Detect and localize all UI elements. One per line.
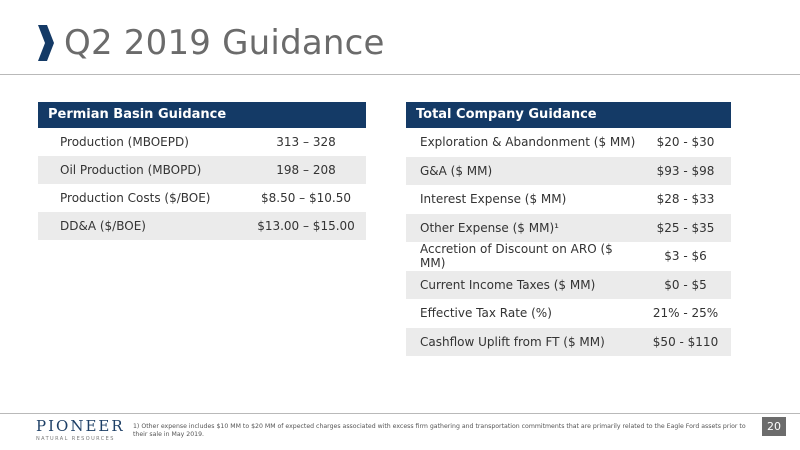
row-label: Other Expense ($ MM)¹ xyxy=(420,220,559,235)
row-label: Cashflow Uplift from FT ($ MM) xyxy=(420,334,605,349)
row-label: Production (MBOEPD) xyxy=(60,135,189,149)
chevron-right-icon xyxy=(38,25,54,61)
row-label: Current Income Taxes ($ MM) xyxy=(420,277,596,292)
row-value: 313 – 328 xyxy=(276,135,336,149)
row-label: Oil Production (MBOPD) xyxy=(60,163,202,177)
table-row: G&A ($ MM) $93 - $98 xyxy=(406,156,731,185)
total-company-guidance-table: Total Company Guidance Exploration & Aba… xyxy=(406,102,731,356)
row-label: Production Costs ($/BOE) xyxy=(60,191,211,205)
row-label: G&A ($ MM) xyxy=(420,163,493,178)
table-row: Accretion of Discount on ARO ($ MM) $3 -… xyxy=(406,242,731,271)
row-value: $20 - $30 xyxy=(656,135,715,150)
table-row: Exploration & Abandonment ($ MM) $20 - $… xyxy=(406,128,731,157)
page-number-badge: 20 xyxy=(762,417,786,436)
table-row: Effective Tax Rate (%) 21% - 25% xyxy=(406,299,731,328)
row-value: $93 - $98 xyxy=(656,163,715,178)
row-value: $50 - $110 xyxy=(652,334,719,349)
row-value: 21% - 25% xyxy=(652,306,719,321)
page-title: Q2 2019 Guidance xyxy=(64,23,385,63)
total-table-header: Total Company Guidance xyxy=(406,102,731,128)
footnote: 1) Other expense includes $10 MM to $20 … xyxy=(133,423,746,438)
table-row: Cashflow Uplift from FT ($ MM) $50 - $11… xyxy=(406,327,731,356)
company-logo: PIONEER NATURAL RESOURCES xyxy=(36,417,125,443)
table-row: Production (MBOEPD) 313 – 328 xyxy=(38,128,366,156)
row-label: Effective Tax Rate (%) xyxy=(420,306,552,321)
footer-divider xyxy=(0,413,800,414)
header-divider xyxy=(0,74,800,75)
row-label: Exploration & Abandonment ($ MM) xyxy=(420,135,636,150)
row-label: Interest Expense ($ MM) xyxy=(420,192,567,207)
row-label: Accretion of Discount on ARO ($ MM) xyxy=(420,242,613,271)
table-row: Production Costs ($/BOE) $8.50 – $10.50 xyxy=(38,184,366,212)
table-row: DD&A ($/BOE) $13.00 – $15.00 xyxy=(38,212,366,240)
row-value: $0 - $5 xyxy=(664,277,707,292)
row-value: $28 - $33 xyxy=(656,192,715,207)
row-value: 198 – 208 xyxy=(276,163,336,177)
table-row: Other Expense ($ MM)¹ $25 - $35 xyxy=(406,213,731,242)
row-value: $13.00 – $15.00 xyxy=(257,219,355,233)
row-value: $25 - $35 xyxy=(656,220,715,235)
table-row: Interest Expense ($ MM) $28 - $33 xyxy=(406,185,731,214)
slide-title-area: Q2 2019 Guidance xyxy=(34,18,385,68)
logo-tagline: NATURAL RESOURCES xyxy=(36,436,115,442)
table-row: Oil Production (MBOPD) 198 – 208 xyxy=(38,156,366,184)
permian-guidance-table: Permian Basin Guidance Production (MBOEP… xyxy=(38,102,366,240)
permian-table-header: Permian Basin Guidance xyxy=(38,102,366,128)
table-row: Current Income Taxes ($ MM) $0 - $5 xyxy=(406,270,731,299)
row-value: $3 - $6 xyxy=(664,249,707,264)
row-value: $8.50 – $10.50 xyxy=(261,191,351,205)
logo-wordmark: PIONEER xyxy=(36,417,125,435)
row-label: DD&A ($/BOE) xyxy=(60,219,146,233)
